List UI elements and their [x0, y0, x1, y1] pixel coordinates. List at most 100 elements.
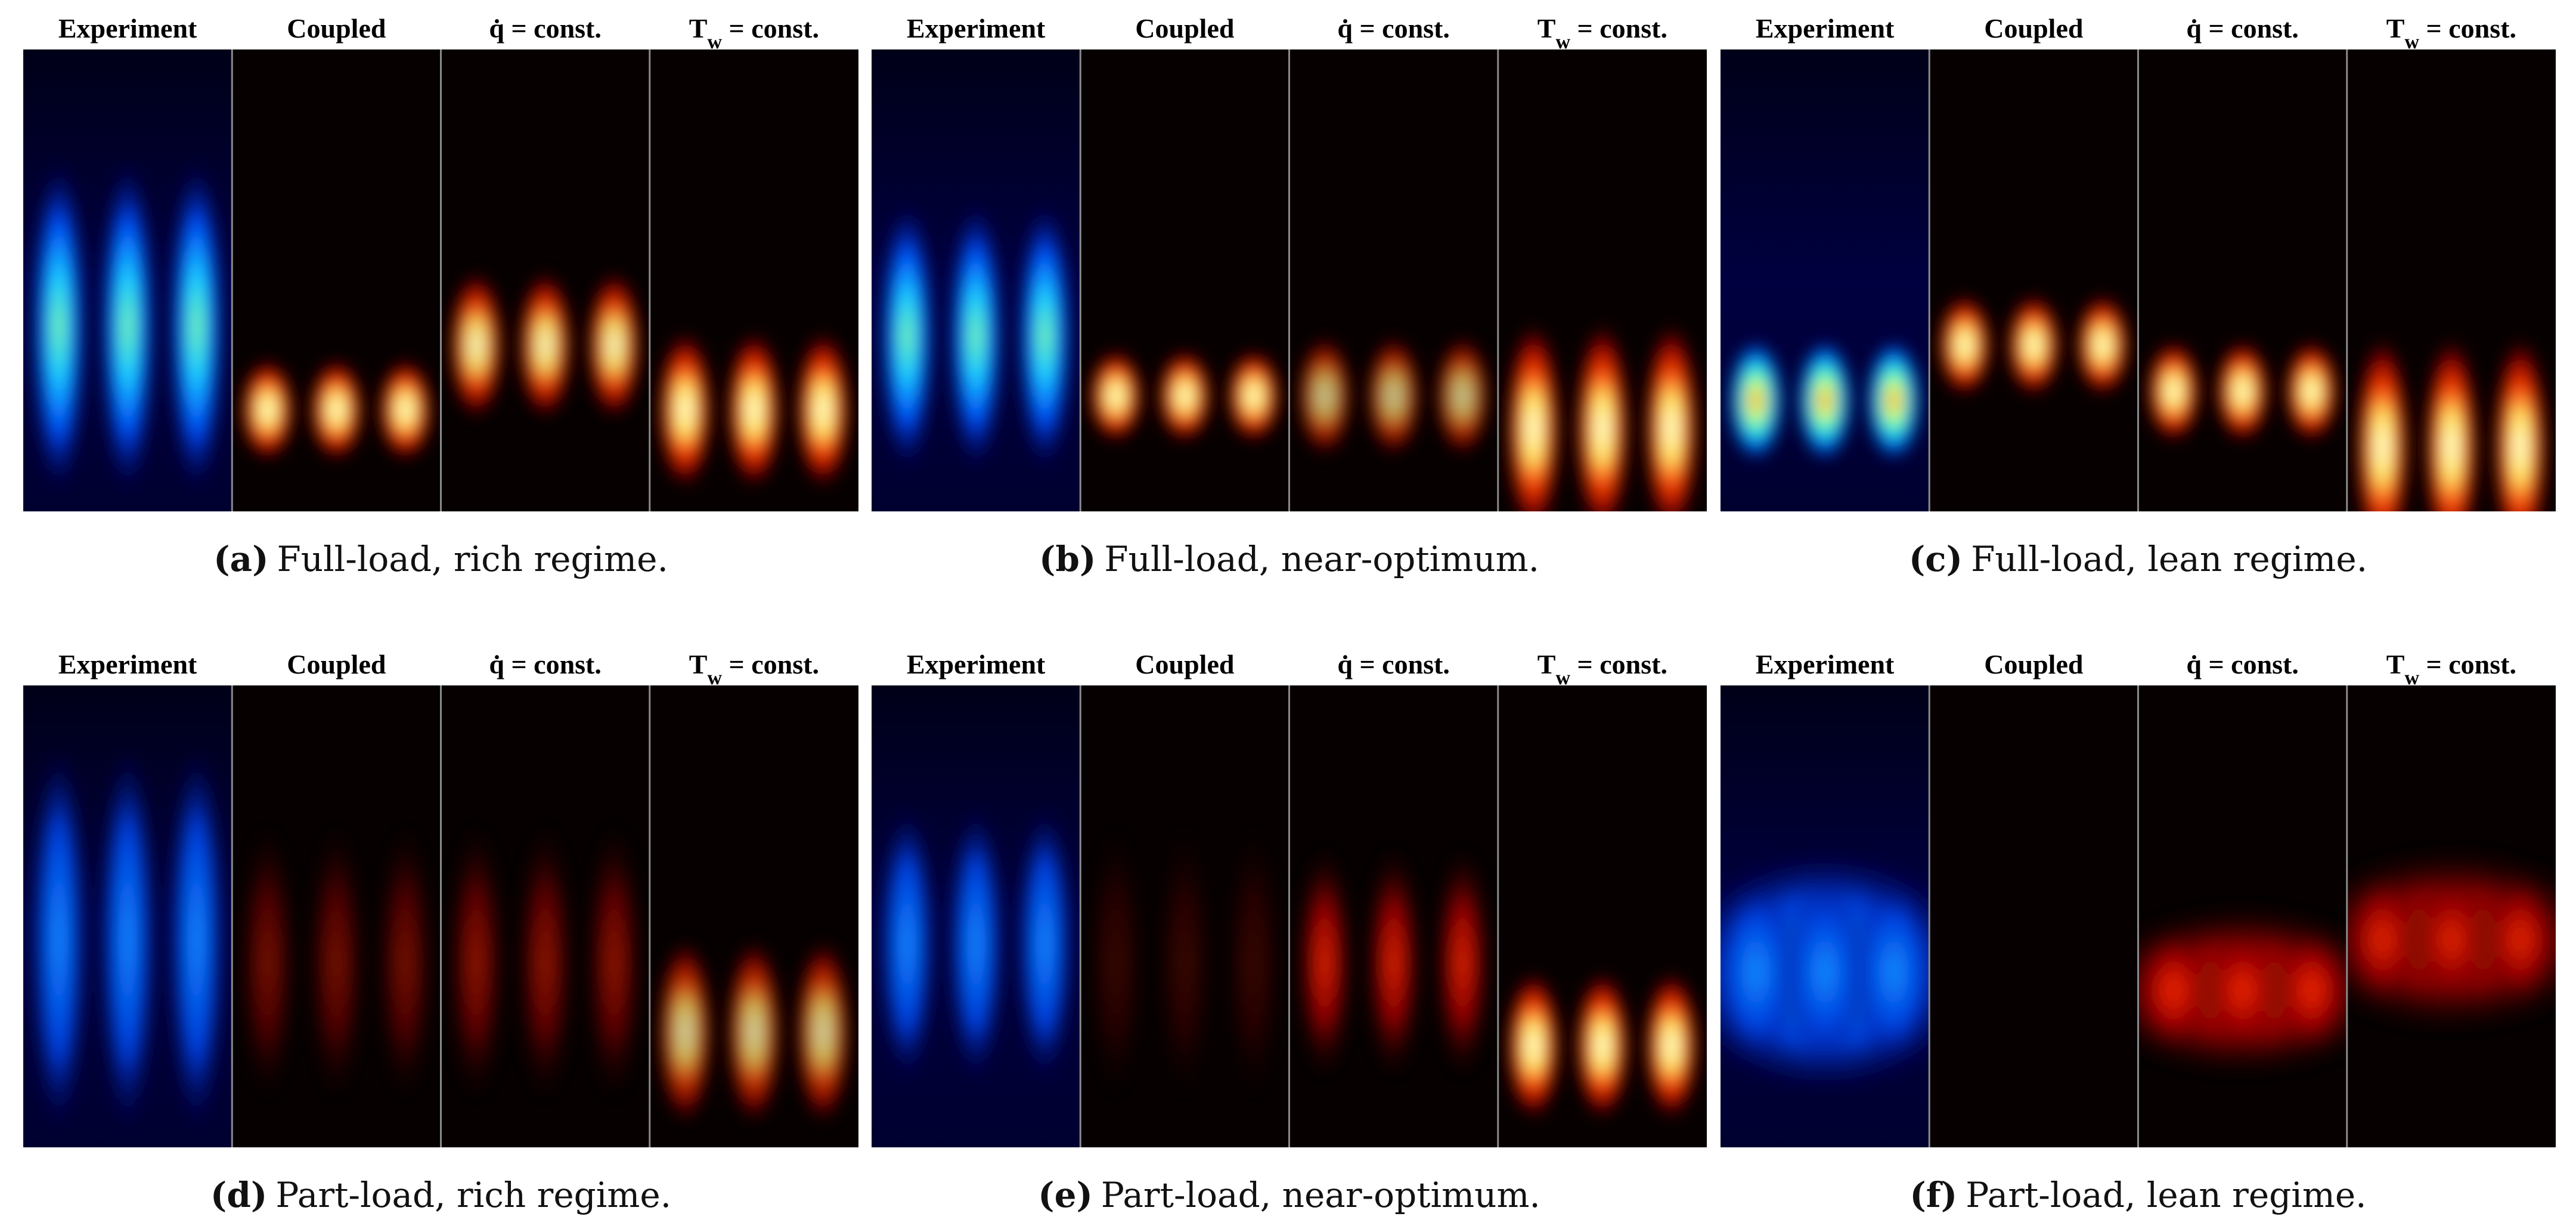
flame-glow — [1089, 824, 1281, 1101]
caption-label: (e) — [1038, 1175, 1093, 1215]
experiment-image — [872, 49, 1081, 511]
simulation-image — [649, 685, 858, 1147]
flame — [1435, 847, 1490, 1078]
flame — [948, 805, 1003, 1083]
flame — [658, 939, 712, 1125]
header-text: T — [2386, 13, 2405, 44]
column-header: Experiment — [907, 649, 1046, 679]
flame — [1297, 847, 1352, 1078]
flame-glow — [1297, 336, 1490, 456]
flame — [2346, 870, 2425, 1009]
simulation-image — [1929, 685, 2138, 1147]
flame — [32, 160, 86, 493]
header-text: Coupled — [1135, 649, 1235, 679]
header-text: Coupled — [1135, 13, 1235, 44]
flame — [2200, 926, 2284, 1055]
flame — [795, 331, 850, 489]
flame — [1506, 322, 1561, 511]
header-text: Experiment — [1756, 649, 1895, 679]
flame — [518, 824, 573, 1101]
flame — [948, 201, 1003, 470]
header-subscript: w — [1555, 31, 1570, 53]
header-suffix: = const. — [2419, 649, 2516, 679]
header-text: Experiment — [58, 13, 197, 44]
column-header: Coupled — [1984, 13, 2084, 44]
flame — [1797, 340, 1852, 461]
flame — [100, 745, 155, 1134]
column-header: Experiment — [907, 13, 1046, 44]
flame — [880, 201, 935, 470]
flame — [1297, 336, 1352, 456]
flame — [1018, 201, 1072, 470]
header-text: q̇ = const. — [1337, 649, 1450, 679]
simulation-image — [1080, 685, 1289, 1147]
header-text: T — [1537, 649, 1556, 679]
simulation-image — [441, 49, 650, 511]
flame-glow — [658, 939, 850, 1125]
simulation-image — [232, 49, 441, 511]
flame — [518, 271, 573, 419]
flame — [1366, 847, 1421, 1078]
caption-text: Part-load, lean regime. — [1966, 1175, 2366, 1215]
flame-glow — [1938, 294, 2130, 396]
caption-text: Part-load, rich regime. — [275, 1175, 671, 1215]
column-header: q̇ = const. — [2186, 649, 2299, 679]
column-header: q̇ = const. — [1337, 13, 1450, 44]
flame-glow — [32, 160, 224, 493]
flame-glow — [2355, 336, 2547, 511]
subfigure: Experiment Coupled q̇ = const. Tw = const. (… — [1721, 13, 2556, 579]
caption-label: (c) — [1909, 539, 1963, 579]
header-text: Experiment — [1756, 13, 1895, 44]
simulation-image — [2346, 49, 2556, 511]
flame-glow — [1506, 322, 1698, 511]
column-header: q̇ = const. — [489, 649, 602, 679]
flame-glow — [880, 201, 1072, 470]
column-header: q̇ = const. — [1337, 649, 1450, 679]
header-text: q̇ = const. — [1337, 13, 1450, 44]
flame — [309, 359, 364, 461]
flame — [169, 745, 224, 1134]
flame — [169, 160, 224, 493]
experiment-image — [23, 49, 233, 511]
flame — [1729, 340, 1784, 461]
flame — [2493, 336, 2547, 511]
flame — [587, 824, 641, 1101]
header-text: Coupled — [287, 649, 386, 679]
flame — [2355, 336, 2410, 511]
caption-label: (a) — [213, 539, 268, 579]
flame-glow — [880, 805, 1072, 1083]
column-header: Tw = const. — [1537, 649, 1667, 689]
column-header: Tw = const. — [1537, 13, 1667, 53]
caption: (f) Part-load, lean regime. — [1909, 1175, 2366, 1215]
column-header: Experiment — [58, 13, 197, 44]
flame — [1938, 294, 1992, 396]
flame — [2006, 294, 2061, 396]
flame-glow — [1729, 340, 1921, 461]
flame — [1852, 879, 1930, 1064]
column-header: Tw = const. — [2386, 13, 2516, 53]
flame-glow — [1297, 847, 1490, 1078]
flame-glow — [658, 331, 850, 489]
simulation-image — [649, 49, 858, 511]
caption-text: Full-load, lean regime. — [1971, 539, 2367, 579]
column-header: Tw = const. — [2386, 649, 2516, 689]
experiment-image — [872, 685, 1081, 1147]
caption: (b) Full-load, near-optimum. — [1039, 539, 1539, 579]
simulation-image — [1498, 49, 1707, 511]
header-text: Coupled — [287, 13, 386, 44]
column-header: Coupled — [287, 649, 386, 679]
flame-glow — [240, 359, 433, 461]
caption-text: Part-load, near-optimum. — [1101, 1175, 1540, 1215]
simulation-image — [1289, 49, 1498, 511]
subfigure: Experiment Coupled q̇ = const. Tw = const. (… — [23, 13, 858, 579]
flame-glow — [32, 745, 224, 1134]
flame — [2138, 926, 2216, 1055]
flame — [240, 359, 295, 461]
subfigure: Experiment Coupled q̇ = const. Tw = const. (… — [23, 649, 858, 1215]
flame — [378, 359, 433, 461]
header-text: Coupled — [1984, 13, 2084, 44]
flame — [378, 824, 433, 1101]
flame — [795, 939, 850, 1125]
flame — [727, 939, 782, 1125]
flame — [587, 271, 641, 419]
